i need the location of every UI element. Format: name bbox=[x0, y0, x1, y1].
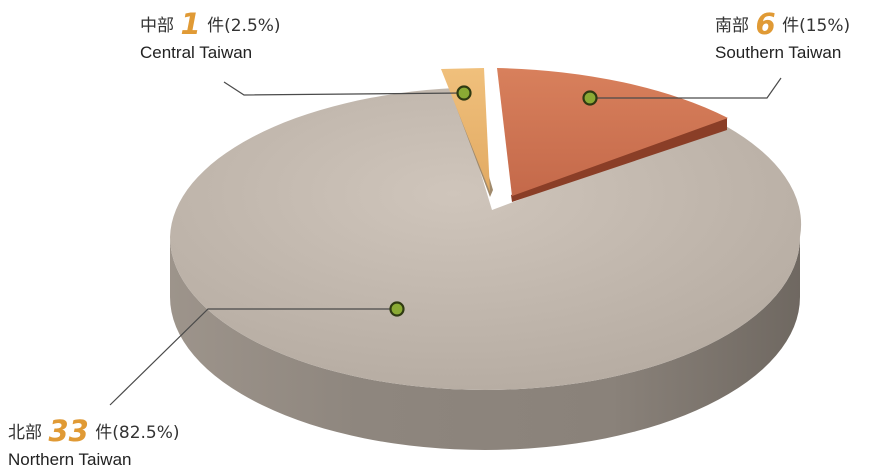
pie-slice-central bbox=[441, 68, 490, 192]
leader-line-central bbox=[223, 81, 465, 96]
pie-slice-southern-side bbox=[511, 118, 727, 202]
label-central: 中部 1 件(2.5%) Central Taiwan bbox=[140, 6, 281, 64]
marker-southern bbox=[582, 90, 598, 106]
pie-slice-northern bbox=[170, 88, 802, 390]
pie-slice-southern bbox=[497, 68, 728, 196]
label-northern-region-en: Northern Taiwan bbox=[8, 450, 132, 470]
marker-central bbox=[456, 85, 472, 101]
marker-northern bbox=[389, 301, 405, 317]
pie-slice-northern-side bbox=[170, 237, 800, 450]
label-southern-region-zh: 南部 bbox=[715, 16, 749, 36]
label-southern-count: 6 bbox=[755, 7, 776, 41]
leader-line-northern bbox=[109, 308, 397, 406]
label-northern-unit: 件 bbox=[95, 423, 113, 443]
label-northern: 北部 33 件(82.5%) Northern Taiwan bbox=[8, 413, 180, 471]
leader-line-southern bbox=[590, 77, 782, 99]
label-central-region-en: Central Taiwan bbox=[140, 43, 253, 63]
label-northern-percent: (82.5%) bbox=[112, 423, 180, 443]
label-central-region-zh: 中部 bbox=[140, 16, 174, 36]
label-southern-region-en: Southern Taiwan bbox=[715, 43, 842, 63]
label-central-percent: (2.5%) bbox=[224, 16, 281, 36]
label-central-unit: 件 bbox=[207, 16, 225, 36]
label-northern-region-zh: 北部 bbox=[8, 423, 42, 443]
label-southern: 南部 6 件(15%) Southern Taiwan bbox=[715, 6, 850, 64]
label-northern-count: 33 bbox=[48, 414, 89, 448]
label-central-count: 1 bbox=[180, 7, 201, 41]
label-southern-percent: (15%) bbox=[799, 16, 851, 36]
label-southern-unit: 件 bbox=[782, 16, 800, 36]
